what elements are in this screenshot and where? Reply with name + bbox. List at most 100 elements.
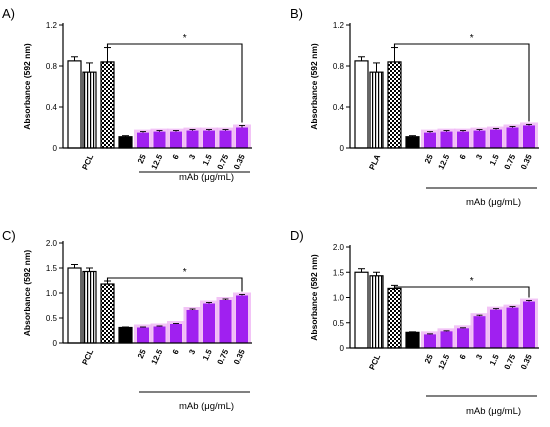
y-tick-label: 0.4 [333, 103, 345, 112]
x-tick-label: 6 [171, 348, 181, 356]
mab-bar [457, 131, 469, 148]
mab-bar [490, 129, 502, 148]
x-tick-label: 12.5 [150, 348, 165, 366]
y-tick-label: 1.2 [333, 21, 345, 30]
control-bar-vertical [369, 275, 384, 349]
y-axis-label: Absorbance (592 nm) [22, 43, 32, 130]
y-tick-label: 2.0 [333, 243, 345, 252]
x-tick-label: 3 [187, 153, 197, 161]
x-tick-label: 0.75 [503, 153, 518, 171]
mab-group-label: mAb (μg/mL) [179, 172, 234, 183]
mab-bar [186, 130, 199, 148]
x-tick-label: 3 [187, 348, 197, 356]
significance-bracket [393, 286, 530, 298]
x-tick-label: 25 [423, 153, 435, 165]
mab-bar [170, 131, 182, 148]
x-tick-label: 0.35 [232, 348, 247, 366]
significance-star: * [470, 276, 474, 287]
x-tick-label: 12.5 [437, 353, 452, 371]
control-group-label: PCL [367, 353, 382, 371]
control-bar-checker [100, 283, 115, 344]
y-tick-label: 1.0 [46, 289, 58, 298]
control-group-label: PCL [80, 153, 95, 171]
x-tick-label: 25 [423, 353, 435, 365]
significance-bracket [393, 43, 530, 122]
y-axis-label: Absorbance (592 nm) [309, 254, 319, 341]
y-axis-label: Absorbance (592 nm) [22, 250, 32, 337]
mab-bar [186, 310, 199, 343]
control-bar-vertical [369, 71, 384, 149]
control-bar-black [118, 136, 133, 149]
mab-bar [137, 327, 149, 343]
control-group-label: PCL [80, 348, 95, 366]
control-bar-black [118, 326, 133, 344]
mab-bar [203, 303, 215, 343]
significance-star: * [183, 33, 187, 44]
mab-bar [219, 300, 232, 343]
mab-bar [473, 130, 486, 148]
x-tick-label: 0.35 [519, 353, 534, 371]
control-bar-black [405, 331, 420, 349]
x-tick-label: 3 [474, 353, 484, 361]
control-bar-white [67, 60, 82, 149]
y-tick-label: 0.4 [46, 103, 58, 112]
x-tick-label: 1.5 [488, 353, 501, 367]
x-tick-label: 12.5 [437, 153, 452, 171]
x-tick-label: 25 [136, 348, 148, 360]
mab-group-label: mAb (μg/mL) [466, 197, 521, 208]
y-axis-label: Absorbance (592 nm) [309, 43, 319, 130]
mab-bar [523, 125, 535, 148]
panel-label: A) [2, 6, 15, 21]
mab-bar [473, 316, 486, 348]
x-tick-label: 3 [474, 153, 484, 161]
y-tick-label: 0.8 [333, 62, 345, 71]
y-tick-label: 0 [53, 144, 58, 153]
mab-bar [236, 127, 248, 148]
panel-label: C) [2, 228, 16, 243]
chart-panel-2: B) 0 0.4 0.8 1.2 Absorbance (592 nm) PLA 25 12.5… [290, 6, 539, 208]
y-tick-label: 2.0 [46, 239, 58, 248]
x-tick-label: 0.35 [232, 153, 247, 171]
y-tick-label: 0.8 [46, 62, 58, 71]
significance-star: * [183, 267, 187, 278]
y-tick-label: 1.5 [46, 264, 58, 273]
significance-bracket [106, 277, 243, 292]
mab-bar [424, 132, 436, 148]
control-bar-white [354, 271, 369, 349]
panel-label: B) [290, 6, 303, 21]
x-tick-label: 0.35 [519, 153, 534, 171]
y-tick-label: 0 [340, 344, 345, 353]
mab-bar [457, 328, 469, 348]
mab-bar [203, 130, 215, 148]
mab-bar [523, 301, 535, 348]
chart-panel-3: C) 0 0.5 1.0 1.5 2.0 Absorbance (592 nm) PCL 25 1… [2, 228, 252, 412]
x-tick-label: 6 [458, 153, 468, 161]
y-tick-label: 0 [53, 339, 58, 348]
mab-bar [153, 326, 166, 343]
control-bar-white [354, 60, 369, 149]
mab-bar [236, 295, 248, 343]
x-tick-label: 25 [136, 153, 148, 165]
x-tick-label: 6 [171, 153, 181, 161]
panel-label: D) [290, 228, 304, 243]
mab-bar [440, 331, 453, 348]
x-tick-label: 0.75 [216, 348, 231, 366]
mab-bar [170, 324, 182, 343]
mab-bar [490, 309, 502, 348]
x-tick-label: 0.75 [216, 153, 231, 171]
control-bar-vertical [82, 71, 97, 149]
y-tick-label: 1.2 [46, 21, 58, 30]
mab-bar [153, 131, 166, 148]
control-bar-black [405, 136, 420, 149]
mab-group-label: mAb (μg/mL) [466, 406, 521, 417]
y-tick-label: 0.5 [333, 319, 345, 328]
y-tick-label: 0.5 [46, 314, 58, 323]
x-tick-label: 0.75 [503, 353, 518, 371]
y-tick-label: 1.5 [333, 268, 345, 277]
x-tick-label: 6 [458, 353, 468, 361]
y-tick-label: 0 [340, 144, 345, 153]
y-tick-label: 1.0 [333, 294, 345, 303]
mab-bar [506, 307, 519, 348]
